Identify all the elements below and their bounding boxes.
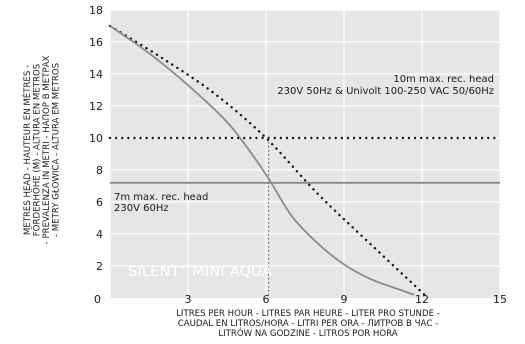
- y-tick-label: 12: [89, 100, 103, 113]
- plot-area: [110, 10, 500, 298]
- x-axis-label-line: LITRES PER HOUR - LITRES PAR HEURE - LIT…: [176, 309, 440, 319]
- x-tick-label: 0: [94, 293, 101, 306]
- annotation-7m: 230V 60Hz: [114, 203, 169, 214]
- x-tick-label: 15: [493, 293, 507, 306]
- y-tick-label: 16: [89, 36, 103, 49]
- y-tick-label: 8: [96, 164, 103, 177]
- x-axis-label: LITRES PER HOUR - LITRES PAR HEURE - LIT…: [176, 309, 440, 339]
- y-axis-label-line: - METRY GŁOWICA - ALTURA EM METROS: [52, 63, 62, 237]
- x-tick-label: 12: [415, 293, 429, 306]
- y-tick-label: 2: [96, 260, 103, 273]
- x-tick-label: 6: [263, 293, 270, 306]
- product-name: SILENT+ MINI AQUA: [128, 263, 272, 280]
- y-tick-label: 18: [89, 4, 103, 17]
- y-axis-label-line: METRES HEAD - HAUTEUR EN MÈTRES -: [21, 65, 33, 235]
- x-axis-label-line: CAUDAL EN LITROS/HORA - LITRI PER ORA - …: [178, 319, 438, 329]
- curve-50hz-univolt: [108, 24, 426, 296]
- curves: [108, 24, 426, 296]
- tick-labels: 2 4 6 8 10 12 14 16 18 0 3 6 9 12 15: [89, 4, 507, 306]
- y-tick-label: 14: [89, 68, 103, 81]
- x-tick-label: 9: [341, 293, 348, 306]
- y-axis-label-line: FÖRDERHÖHE (M) - ALTURA EN METROS: [32, 64, 43, 236]
- reference-lines: [108, 136, 502, 298]
- annotation-7m: 7m max. rec. head: [114, 192, 208, 203]
- y-axis-label-line: - PREVALENZA IN METRI - НАПОР В МЕТРАХ: [42, 56, 52, 245]
- y-tick-label: 4: [96, 228, 103, 241]
- y-tick-label: 10: [89, 132, 103, 145]
- y-axis-label: METRES HEAD - HAUTEUR EN MÈTRES - FÖRDERH…: [21, 56, 62, 245]
- y-tick-label: 6: [96, 196, 103, 209]
- x-axis-label-line: LITRÓW NA GODZINE - LITROS POR HORA: [218, 327, 397, 339]
- x-tick-label: 3: [185, 293, 192, 306]
- annotation-10m: 10m max. rec. head: [393, 74, 494, 85]
- annotation-10m: 230V 50Hz & Univolt 100-250 VAC 50/60Hz: [277, 86, 494, 97]
- curve-60hz: [109, 25, 415, 296]
